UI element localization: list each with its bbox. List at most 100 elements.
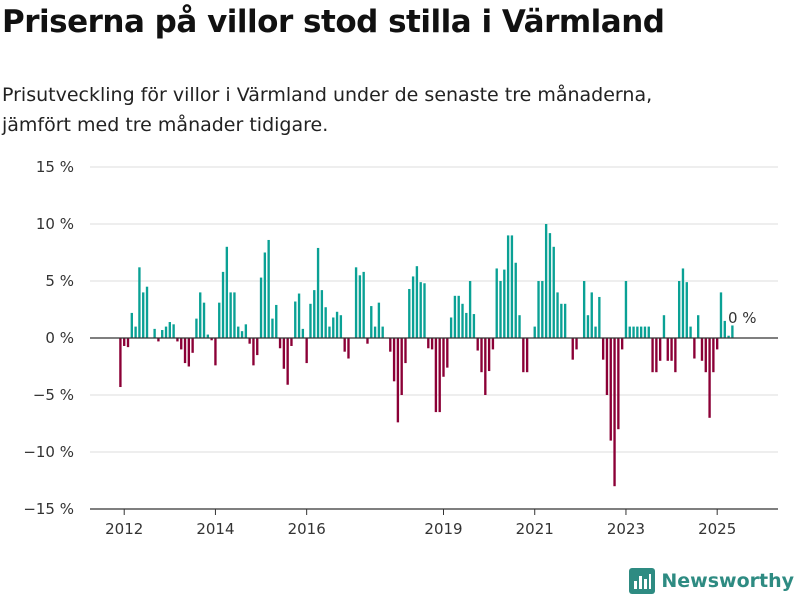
bar — [655, 338, 658, 373]
bar — [419, 282, 422, 338]
brand-name: Newsworthy — [661, 570, 794, 592]
bar — [472, 314, 476, 338]
bar — [522, 338, 525, 373]
bar — [408, 288, 411, 338]
bar — [206, 334, 210, 338]
bar — [305, 338, 308, 364]
bar — [643, 326, 647, 338]
bar — [719, 292, 723, 338]
bar — [704, 338, 707, 373]
bar — [389, 338, 392, 352]
bar — [358, 275, 362, 338]
x-tick-label: 2014 — [196, 520, 234, 538]
bar — [411, 276, 415, 338]
bar — [252, 338, 255, 366]
bar — [731, 325, 734, 338]
bar — [670, 338, 673, 361]
bar — [697, 315, 700, 338]
y-axis: 15 % 10 % 5 % 0 % −5 % −10 % −15 % — [23, 158, 74, 518]
bar — [727, 335, 730, 338]
bar — [195, 318, 198, 338]
bar — [552, 246, 555, 338]
subtitle-line-1: Prisutveckling för villor i Värmland und… — [2, 84, 653, 106]
bar — [347, 338, 350, 359]
bar — [294, 301, 297, 338]
bar — [487, 338, 491, 372]
bar — [537, 281, 540, 338]
y-tick-label: −15 % — [23, 500, 74, 518]
bar — [423, 283, 426, 338]
bar — [430, 338, 434, 350]
y-tick-label: 10 % — [36, 215, 74, 233]
bar — [168, 322, 171, 338]
bar — [495, 268, 498, 338]
bar — [218, 302, 221, 338]
bar — [556, 292, 559, 338]
bar — [343, 338, 346, 352]
bar — [332, 317, 335, 338]
bar — [233, 292, 236, 338]
bar — [301, 328, 305, 338]
bar — [370, 306, 373, 338]
bar — [415, 266, 419, 338]
bar — [366, 338, 369, 344]
bar — [453, 295, 457, 338]
bar — [548, 233, 552, 338]
newsworthy-logo: Newsworthy — [629, 568, 794, 594]
bar — [708, 338, 711, 418]
bar — [575, 338, 578, 350]
bar — [681, 268, 685, 338]
bar — [309, 303, 312, 338]
bar — [700, 338, 704, 361]
bar — [624, 281, 628, 338]
bar — [533, 326, 536, 338]
x-tick-label: 2019 — [424, 520, 462, 538]
bar — [594, 326, 597, 338]
bar — [263, 252, 267, 338]
bar — [647, 326, 650, 338]
bar — [259, 277, 263, 338]
bar — [313, 290, 316, 338]
bar — [544, 224, 548, 338]
chart-title: Priserna på villor stod stilla i Värmlan… — [2, 4, 665, 40]
bar — [617, 338, 620, 430]
bar — [324, 307, 327, 338]
bar — [134, 326, 137, 338]
bar — [434, 338, 438, 413]
bar — [461, 303, 464, 338]
bar — [677, 281, 681, 338]
bar — [172, 324, 175, 338]
y-tick-label: 0 % — [45, 329, 74, 347]
bar — [400, 338, 403, 395]
y-tick-label: 5 % — [45, 272, 74, 290]
bar — [256, 338, 259, 356]
bar — [377, 302, 381, 338]
x-tick-label: 2012 — [105, 520, 143, 538]
bar — [662, 315, 666, 338]
bar — [468, 281, 472, 338]
bar — [282, 338, 286, 369]
bar — [392, 338, 396, 382]
bar — [586, 315, 590, 338]
bar — [381, 326, 384, 338]
x-tick-label: 2025 — [698, 520, 736, 538]
bar — [396, 338, 400, 423]
bar — [518, 315, 521, 338]
bar — [138, 267, 141, 338]
bar — [609, 338, 612, 441]
bar — [126, 338, 130, 348]
bar — [666, 338, 669, 361]
bar — [628, 326, 631, 338]
bar — [491, 338, 495, 350]
bar — [465, 312, 468, 338]
bar — [506, 235, 510, 338]
bar — [210, 338, 213, 341]
bar — [199, 292, 202, 338]
bar — [613, 338, 616, 487]
bar — [335, 311, 339, 338]
bars — [90, 224, 778, 487]
bar — [716, 338, 719, 350]
bar — [446, 338, 449, 368]
bar — [712, 338, 715, 373]
bar — [476, 338, 479, 351]
